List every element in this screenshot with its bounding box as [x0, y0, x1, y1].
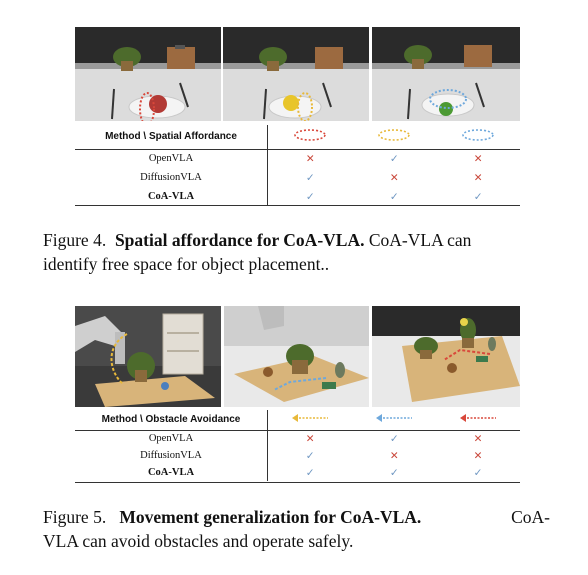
fig4-image-3: [372, 27, 520, 121]
check-icon: ✓: [389, 190, 399, 203]
check-icon: ✓: [473, 466, 483, 479]
cross-icon: ✕: [473, 152, 483, 165]
cross-icon: ✕: [305, 152, 315, 165]
fig5-caption-label: Figure 5.: [43, 507, 107, 527]
blue-dotted-arrow-icon: [376, 414, 413, 423]
red-dotted-arrow-icon: [460, 414, 497, 423]
method-name: CoA-VLA: [75, 464, 268, 481]
table-row: DiffusionVLA ✓ ✕ ✕: [75, 168, 520, 187]
yellow-dotted-ellipse-icon: [378, 129, 411, 142]
fig4-caption: Figure 4. Spatial affordance for CoA-VLA…: [43, 228, 550, 276]
fig4-caption-title: Spatial affordance for CoA-VLA.: [114, 230, 365, 250]
fig4-caption-label: Figure 4.: [43, 230, 107, 250]
table-row: CoA-VLA ✓ ✓ ✓: [75, 464, 520, 481]
fig4-image-1: [75, 27, 221, 121]
check-icon: ✓: [389, 152, 399, 165]
fig5-col-marker-red: [436, 410, 520, 431]
method-name: DiffusionVLA: [75, 168, 268, 187]
fig4-col-marker-blue: [436, 125, 520, 150]
fig5-table-bottom-rule: [75, 482, 520, 483]
cross-icon: ✕: [389, 171, 399, 184]
red-dotted-ellipse-icon: [294, 129, 327, 142]
check-icon: ✓: [305, 466, 315, 479]
fig5-col-marker-blue: [352, 410, 437, 431]
cross-icon: ✕: [473, 449, 483, 462]
cross-icon: ✕: [473, 171, 483, 184]
table-row: OpenVLA ✕ ✓ ✕: [75, 430, 520, 447]
fig5-image-1: [75, 306, 221, 407]
table-row: DiffusionVLA ✓ ✕ ✕: [75, 447, 520, 464]
check-icon: ✓: [389, 466, 399, 479]
check-icon: ✓: [389, 432, 399, 445]
method-name: DiffusionVLA: [75, 447, 268, 464]
check-icon: ✓: [305, 171, 315, 184]
fig4-caption-text-2: identify free space for object placement…: [43, 254, 330, 274]
fig4-caption-text-1: CoA-VLA can: [368, 230, 472, 250]
fig5-caption-title: Movement generalization for CoA-VLA.: [119, 507, 422, 527]
cross-icon: ✕: [473, 432, 483, 445]
fig5-header-method: Method \ Obstacle Avoidance: [75, 410, 268, 431]
fig4-image-2: [223, 27, 369, 121]
check-icon: ✓: [473, 190, 483, 203]
fig4-results-table: Method \ Spatial Affordance OpenVLA ✕ ✓ …: [75, 125, 520, 206]
fig5-caption-text-1: CoA-: [511, 507, 550, 527]
check-icon: ✓: [305, 449, 315, 462]
fig5-image-3: [372, 306, 520, 407]
check-icon: ✓: [305, 190, 315, 203]
cross-icon: ✕: [389, 449, 399, 462]
table-row: CoA-VLA ✓ ✓ ✓: [75, 187, 520, 206]
fig5-image-2: [224, 306, 369, 407]
fig5-col-marker-yellow: [267, 410, 353, 431]
fig4-col-marker-yellow: [352, 125, 437, 150]
method-name: OpenVLA: [75, 430, 268, 447]
method-name: CoA-VLA: [75, 187, 268, 206]
blue-dotted-ellipse-icon: [462, 129, 494, 142]
cross-icon: ✕: [305, 432, 315, 445]
fig4-table-bottom-rule: [75, 205, 520, 206]
fig4-col-marker-red: [267, 125, 353, 150]
fig5-caption: Figure 5. Movement generalization for Co…: [43, 505, 550, 553]
method-name: OpenVLA: [75, 149, 268, 168]
table-row: OpenVLA ✕ ✓ ✕: [75, 149, 520, 168]
fig4-header-method: Method \ Spatial Affordance: [75, 125, 268, 150]
yellow-dotted-arrow-icon: [292, 414, 329, 423]
fig5-results-table: Method \ Obstacle Avoidance OpenVLA ✕ ✓ …: [75, 410, 520, 481]
fig5-caption-text-2: VLA can avoid obstacles and operate safe…: [43, 531, 354, 551]
